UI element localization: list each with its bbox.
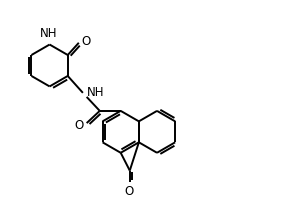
Text: O: O [74, 119, 84, 132]
Text: NH: NH [40, 27, 57, 40]
Text: NH: NH [87, 86, 104, 99]
Text: O: O [81, 35, 90, 48]
Text: O: O [124, 185, 133, 198]
